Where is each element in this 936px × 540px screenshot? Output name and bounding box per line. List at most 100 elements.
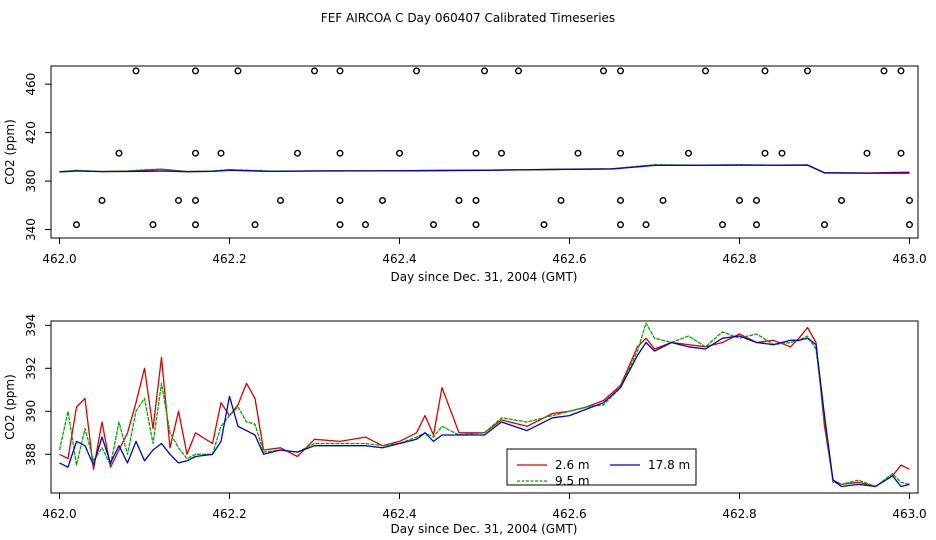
bottom-y-tick-label: 388: [24, 443, 38, 466]
data-point: [600, 67, 608, 75]
bottom-x-tick-label: 462.2: [212, 507, 246, 521]
data-point: [702, 67, 710, 75]
data-point: [753, 221, 761, 229]
legend-label-9-5m: 9.5 m: [555, 474, 590, 488]
data-point: [277, 196, 285, 204]
bottom-x-axis: 462.0 462.2 462.4 462.6 462.8 463.0: [42, 493, 927, 521]
bottom-line-series: [58, 322, 910, 488]
top-points: [72, 67, 914, 229]
bottom-panel: 462.0 462.2 462.4 462.6 462.8 463.0 388 390 392…: [3, 314, 927, 536]
top-x-tick-label: 462.2: [212, 252, 246, 266]
data-point: [191, 67, 199, 75]
data-point: [659, 196, 667, 204]
data-point: [574, 149, 582, 157]
data-point: [472, 149, 480, 157]
data-point: [472, 196, 480, 204]
bottom-x-tick-label: 462.8: [722, 507, 756, 521]
bottom-y-tick-label: 392: [24, 357, 38, 380]
bottom-x-axis-label: Day since Dec. 31, 2004 (GMT): [391, 522, 578, 536]
data-point: [379, 196, 387, 204]
data-point: [455, 196, 463, 204]
data-point: [98, 196, 106, 204]
data-point: [191, 196, 199, 204]
data-point: [821, 221, 829, 229]
legend: 2.6 m 17.8 m 9.5 m: [506, 448, 697, 488]
data-point: [761, 149, 769, 157]
bottom-x-tick-label: 462.6: [552, 507, 586, 521]
top-y-tick-label: 460: [24, 73, 38, 96]
bottom-y-axis: 388 390 392 394: [24, 314, 51, 466]
data-point: [413, 67, 421, 75]
data-point: [396, 149, 404, 157]
data-point: [897, 67, 905, 75]
top-x-axis-label: Day since Dec. 31, 2004 (GMT): [391, 270, 578, 284]
data-point: [362, 221, 370, 229]
data-point: [498, 149, 506, 157]
data-point: [617, 221, 625, 229]
data-point: [753, 196, 761, 204]
top-y-tick-label: 380: [24, 170, 38, 193]
data-point: [897, 149, 905, 157]
top-line-series: [59, 164, 910, 174]
data-point: [557, 196, 565, 204]
legend-label-17-8m: 17.8 m: [648, 458, 690, 472]
top-x-tick-label: 462.6: [552, 252, 586, 266]
data-point: [719, 221, 727, 229]
top-y-axis: 340 380 420 460: [24, 73, 51, 241]
data-point: [880, 67, 888, 75]
top-x-tick-label: 463.0: [892, 252, 926, 266]
data-point: [617, 196, 625, 204]
bottom-x-tick-label: 463.0: [892, 507, 926, 521]
data-point: [311, 67, 319, 75]
data-point: [642, 221, 650, 229]
top-y-tick-label: 420: [24, 121, 38, 144]
data-point: [685, 149, 693, 157]
data-point: [191, 149, 199, 157]
data-point: [336, 196, 344, 204]
top-y-axis-label: CO2 (ppm): [3, 119, 17, 185]
data-point: [115, 149, 123, 157]
data-point: [174, 196, 182, 204]
bottom-y-tick-label: 394: [24, 314, 38, 337]
data-point: [149, 221, 157, 229]
bottom-y-tick-label: 390: [24, 400, 38, 423]
bottom-plot-frame: [50, 320, 919, 494]
bottom-series-line-17-8-m: [59, 335, 910, 488]
data-point: [336, 67, 344, 75]
data-point: [863, 149, 871, 157]
data-point: [481, 67, 489, 75]
data-point: [761, 67, 769, 75]
bottom-x-tick-label: 462.4: [382, 507, 416, 521]
top-x-axis: 462.0 462.2 462.4 462.6 462.8 463.0: [42, 238, 927, 266]
data-point: [336, 149, 344, 157]
bottom-x-tick-label: 462.0: [42, 507, 76, 521]
data-point: [234, 67, 242, 75]
data-point: [617, 67, 625, 75]
bottom-y-axis-label: CO2 (ppm): [3, 374, 17, 440]
top-x-tick-label: 462.0: [42, 252, 76, 266]
data-point: [132, 67, 140, 75]
top-y-tick-label: 340: [24, 218, 38, 241]
data-point: [778, 149, 786, 157]
data-point: [515, 67, 523, 75]
data-point: [906, 196, 914, 204]
data-point: [72, 221, 80, 229]
data-point: [430, 221, 438, 229]
top-panel: 462.0 462.2 462.4 462.6 462.8 463.0 340 380 420…: [3, 65, 927, 284]
legend-label-2-6m: 2.6 m: [555, 458, 590, 472]
data-point: [804, 67, 812, 75]
data-point: [336, 221, 344, 229]
top-plot-frame: [50, 65, 919, 239]
data-point: [736, 196, 744, 204]
top-x-tick-label: 462.4: [382, 252, 416, 266]
data-point: [217, 149, 225, 157]
data-point: [294, 149, 302, 157]
data-point: [251, 221, 259, 229]
figure-title: FEF AIRCOA C Day 060407 Calibrated Times…: [321, 11, 615, 25]
data-point: [191, 221, 199, 229]
data-point: [617, 149, 625, 157]
top-series-line-17-8-m: [59, 164, 910, 174]
top-x-tick-label: 462.8: [722, 252, 756, 266]
legend-box: [506, 448, 697, 486]
